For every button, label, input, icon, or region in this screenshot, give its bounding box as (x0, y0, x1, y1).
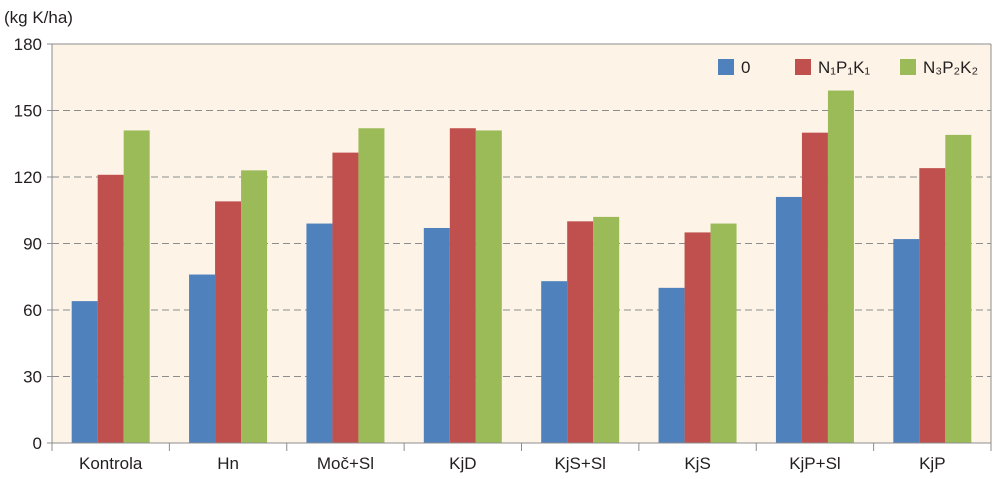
y-axis-ticks: 0 30 60 90 120 150 180 (14, 35, 52, 453)
x-tick-label: KjS (684, 454, 710, 473)
bar (71, 301, 98, 443)
bar (306, 223, 333, 443)
x-tick-label: KjS+Sl (554, 454, 606, 473)
bar (215, 201, 242, 443)
x-tick-label: KjD (449, 454, 476, 473)
bar (827, 90, 854, 444)
bar (658, 287, 685, 443)
y-tick-label: 150 (14, 102, 42, 121)
x-tick-label: Hn (217, 454, 239, 473)
bar (423, 227, 450, 443)
bar (567, 221, 594, 443)
legend-label: 0 (741, 58, 750, 77)
y-tick-label: 0 (33, 434, 42, 453)
y-tick-label: 30 (23, 368, 42, 387)
x-tick-label: Kontrola (79, 454, 143, 473)
bar (893, 239, 920, 443)
bar (919, 168, 946, 443)
y-tick-label: 90 (23, 235, 42, 254)
bar (801, 132, 828, 443)
legend-swatch (795, 59, 811, 75)
bar (684, 232, 711, 443)
legend-swatch (718, 59, 734, 75)
legend-label: N₁P₁K₁ (818, 58, 870, 77)
bar (241, 170, 268, 443)
y-tick-label: 180 (14, 35, 42, 54)
y-axis-unit-label: (kg K/ha) (4, 8, 73, 27)
legend-swatch (900, 59, 916, 75)
bar (541, 281, 568, 443)
bar (475, 130, 502, 443)
x-tick-label: KjP (919, 454, 945, 473)
bars (71, 90, 972, 444)
bar (593, 216, 620, 443)
bar (945, 134, 972, 443)
x-axis-ticks: Kontrola Hn Moč+Sl KjD KjS+Sl KjS KjP+Sl KjP (51, 443, 992, 473)
legend: 0 N₁P₁K₁ N₃P₂K₂ (718, 58, 978, 77)
bar (710, 223, 737, 443)
bar (97, 174, 124, 444)
x-tick-label: Moč+Sl (317, 454, 374, 473)
bar (358, 128, 385, 443)
bar (332, 152, 359, 443)
x-tick-label: KjP+Sl (789, 454, 841, 473)
bar (123, 130, 150, 443)
legend-label: N₃P₂K₂ (923, 58, 978, 77)
bar (775, 196, 802, 443)
y-tick-label: 60 (23, 301, 42, 320)
bar (189, 274, 216, 443)
y-tick-label: 120 (14, 168, 42, 187)
bar (449, 128, 476, 443)
